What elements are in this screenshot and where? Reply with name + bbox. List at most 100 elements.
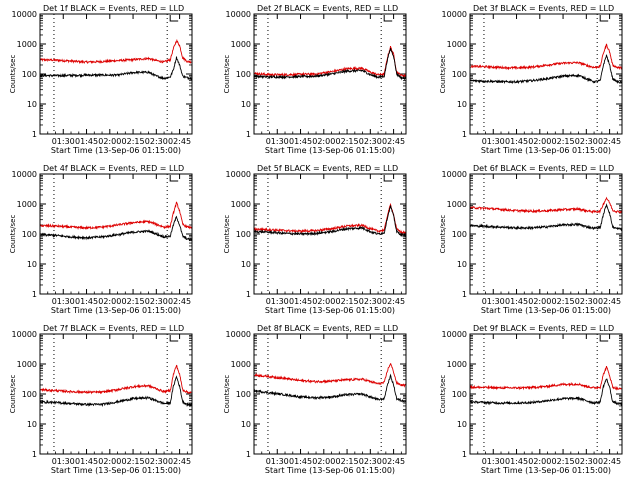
panel-6: Det 6f BLACK = Events, RED = LLD 1 10 100 10… [439, 164, 623, 315]
plot-frame [39, 13, 193, 135]
x-tick-label: 01:30 [52, 137, 75, 146]
x-tick-label: 02:30 [359, 297, 382, 306]
x-tick-label: 02:00 [528, 297, 551, 306]
panel-9: Det 9f BLACK = Events, RED = LLD 1 10 100 10… [439, 324, 623, 475]
y-tick-label: 1000 [17, 40, 37, 49]
x-tick-label: 02:45 [598, 297, 621, 306]
x-tick-label: 02:30 [359, 457, 382, 466]
panel-title: Det 6f BLACK = Events, RED = LLD [473, 164, 614, 173]
plot-frame [39, 333, 193, 455]
y-tick-label: 1 [462, 450, 467, 459]
y-axis-label: Counts/sec [439, 375, 447, 414]
y-tick-label: 10 [27, 100, 37, 109]
x-tick-label: 02:45 [382, 457, 405, 466]
series-lld-line [470, 43, 622, 71]
x-axis-label: Start Time (13-Sep-06 01:15:00) [51, 306, 181, 315]
interval-bracket-icon [383, 15, 393, 22]
x-tick-label: 01:45 [505, 137, 528, 146]
series-events-line [470, 203, 622, 232]
interval-bracket-icon [169, 175, 179, 182]
y-tick-label: 100 [22, 70, 37, 79]
plot-frame [253, 333, 407, 455]
x-axis-label: Start Time (13-Sep-06 01:15:00) [51, 466, 181, 475]
panel-2: Det 2f BLACK = Events, RED = LLD 1 10 100 10… [223, 4, 407, 155]
series-lld-line [40, 38, 192, 65]
x-tick-label: 01:30 [266, 457, 289, 466]
y-axis-label: Counts/sec [9, 375, 17, 414]
x-tick-label: 01:45 [75, 137, 98, 146]
series-lld-line [470, 196, 622, 215]
x-tick-label: 02:15 [336, 457, 359, 466]
x-axis-label: Start Time (13-Sep-06 01:15:00) [265, 146, 395, 155]
x-tick-label: 02:15 [336, 297, 359, 306]
y-axis-label: Counts/sec [223, 55, 231, 94]
series-events-line [40, 375, 192, 408]
x-tick-label: 02:00 [98, 297, 121, 306]
x-tick-label: 01:45 [289, 137, 312, 146]
series-events-line [40, 56, 192, 81]
interval-bracket-icon [599, 15, 609, 22]
series-events-line [254, 48, 406, 81]
y-axis-label: Counts/sec [439, 215, 447, 254]
y-tick-label: 10 [457, 420, 467, 429]
x-tick-label: 02:15 [552, 137, 575, 146]
x-tick-label: 02:45 [598, 137, 621, 146]
y-tick-label: 10 [27, 420, 37, 429]
y-tick-label: 100 [236, 390, 251, 399]
panel-5: Det 5f BLACK = Events, RED = LLD 1 10 100 10… [223, 164, 407, 315]
x-tick-label: 01:45 [505, 297, 528, 306]
x-tick-label: 01:45 [75, 297, 98, 306]
y-tick-label: 1 [32, 450, 37, 459]
x-tick-label: 02:00 [98, 457, 121, 466]
y-tick-label: 1000 [447, 40, 467, 49]
x-tick-label: 02:15 [552, 457, 575, 466]
x-tick-label: 02:15 [122, 297, 145, 306]
x-tick-label: 02:45 [168, 297, 191, 306]
y-tick-label: 1000 [17, 360, 37, 369]
interval-bracket-icon [383, 175, 393, 182]
y-axis-label: Counts/sec [9, 215, 17, 254]
panel-title: Det 1f BLACK = Events, RED = LLD [43, 4, 184, 13]
interval-bracket-icon [383, 335, 393, 342]
y-tick-label: 10000 [226, 10, 251, 19]
x-axis-label: Start Time (13-Sep-06 01:15:00) [481, 466, 611, 475]
y-tick-label: 10000 [226, 170, 251, 179]
x-axis-label: Start Time (13-Sep-06 01:15:00) [51, 146, 181, 155]
x-tick-label: 02:15 [552, 297, 575, 306]
x-axis-label: Start Time (13-Sep-06 01:15:00) [481, 146, 611, 155]
y-tick-label: 10 [457, 100, 467, 109]
plot-frame [469, 173, 623, 295]
x-tick-label: 02:15 [122, 457, 145, 466]
series-lld-line [254, 45, 406, 78]
y-tick-label: 10 [241, 420, 251, 429]
x-tick-label: 01:30 [52, 297, 75, 306]
series-lld-line [40, 201, 192, 230]
y-tick-label: 1 [246, 450, 251, 459]
y-tick-label: 1 [462, 130, 467, 139]
x-tick-label: 02:30 [145, 457, 168, 466]
interval-bracket-icon [169, 335, 179, 342]
y-tick-label: 10 [27, 260, 37, 269]
series-lld-line [40, 364, 192, 395]
y-axis-label: Counts/sec [223, 215, 231, 254]
x-tick-label: 02:45 [382, 137, 405, 146]
y-tick-label: 1 [32, 290, 37, 299]
panel-1: Det 1f BLACK = Events, RED = LLD 1 10 100 10… [9, 4, 193, 155]
x-tick-label: 02:15 [336, 137, 359, 146]
x-tick-label: 01:30 [482, 137, 505, 146]
series-events-line [254, 373, 406, 403]
x-tick-label: 02:00 [528, 457, 551, 466]
plot-frame [469, 333, 623, 455]
x-tick-label: 01:30 [266, 297, 289, 306]
y-tick-label: 10000 [226, 330, 251, 339]
y-tick-label: 1000 [17, 200, 37, 209]
panel-title: Det 7f BLACK = Events, RED = LLD [43, 324, 184, 333]
x-tick-label: 02:45 [168, 137, 191, 146]
panel-3: Det 3f BLACK = Events, RED = LLD 1 10 100 10… [439, 4, 623, 155]
x-tick-label: 02:30 [575, 297, 598, 306]
interval-bracket-icon [599, 335, 609, 342]
x-tick-label: 02:30 [145, 297, 168, 306]
x-tick-label: 01:45 [505, 457, 528, 466]
y-tick-label: 100 [452, 390, 467, 399]
series-events-line [470, 378, 622, 407]
